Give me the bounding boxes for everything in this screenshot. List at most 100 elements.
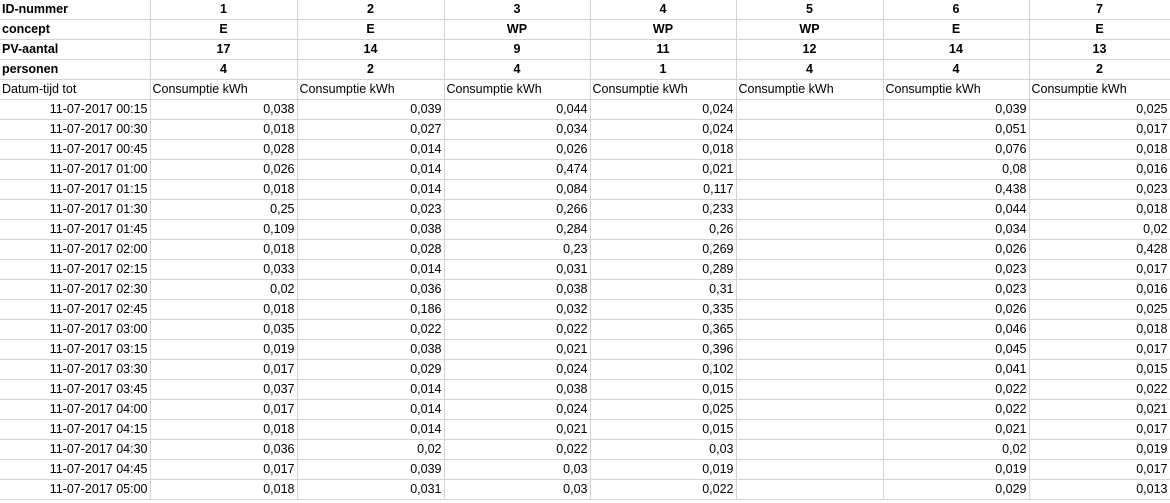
cell-datetime[interactable]: 11-07-2017 03:45 xyxy=(0,379,151,400)
cell-value[interactable]: 0,018 xyxy=(590,139,737,160)
cell-value[interactable]: 0,026 xyxy=(444,139,591,160)
cell-value[interactable]: 0,03 xyxy=(444,479,591,500)
cell-pv[interactable]: 14 xyxy=(297,39,445,60)
cell-value[interactable]: 0,018 xyxy=(150,179,298,200)
cell-value[interactable]: 0,017 xyxy=(1029,259,1170,280)
cell-value[interactable]: 0,038 xyxy=(444,379,591,400)
cell-datetime[interactable]: 11-07-2017 01:15 xyxy=(0,179,151,200)
cell-personen[interactable]: 4 xyxy=(444,59,591,80)
cell-label-personen[interactable]: personen xyxy=(0,59,151,80)
cell-value[interactable]: 0,015 xyxy=(590,419,737,440)
cell-value[interactable]: 0,02 xyxy=(883,439,1030,460)
cell-value[interactable]: 0,028 xyxy=(150,139,298,160)
cell-value[interactable]: 0,014 xyxy=(297,159,445,180)
cell-value[interactable]: 0,046 xyxy=(883,319,1030,340)
cell-value[interactable]: 0,284 xyxy=(444,219,591,240)
cell-value[interactable]: 0,018 xyxy=(1029,319,1170,340)
cell-value[interactable]: 0,014 xyxy=(297,419,445,440)
cell-value[interactable]: 0,186 xyxy=(297,299,445,320)
cell-datetime[interactable]: 11-07-2017 05:00 xyxy=(0,479,151,500)
cell-value[interactable]: 0,031 xyxy=(297,479,445,500)
cell-value[interactable]: 0,015 xyxy=(590,379,737,400)
cell-value[interactable]: 0,438 xyxy=(883,179,1030,200)
cell-value[interactable]: 0,266 xyxy=(444,199,591,220)
cell-id[interactable]: 2 xyxy=(297,0,445,20)
cell-concept[interactable]: WP xyxy=(590,19,737,40)
cell-value[interactable] xyxy=(736,159,884,180)
cell-value[interactable]: 0,25 xyxy=(150,199,298,220)
cell-label-concept[interactable]: concept xyxy=(0,19,151,40)
cell-value[interactable]: 0,021 xyxy=(590,159,737,180)
cell-value[interactable]: 0,039 xyxy=(297,459,445,480)
cell-value[interactable] xyxy=(736,459,884,480)
cell-value[interactable] xyxy=(736,239,884,260)
cell-value[interactable]: 0,02 xyxy=(297,439,445,460)
cell-value[interactable]: 0,032 xyxy=(444,299,591,320)
cell-datetime[interactable]: 11-07-2017 04:30 xyxy=(0,439,151,460)
cell-value[interactable]: 0,051 xyxy=(883,119,1030,140)
cell-value[interactable]: 0,022 xyxy=(444,319,591,340)
cell-value[interactable]: 0,019 xyxy=(883,459,1030,480)
cell-value[interactable] xyxy=(736,259,884,280)
cell-value[interactable] xyxy=(736,139,884,160)
cell-datetime[interactable]: 11-07-2017 02:45 xyxy=(0,299,151,320)
cell-value[interactable]: 0,014 xyxy=(297,379,445,400)
cell-value[interactable]: 0,034 xyxy=(883,219,1030,240)
cell-value[interactable]: 0,036 xyxy=(297,279,445,300)
cell-value[interactable]: 0,035 xyxy=(150,319,298,340)
cell-personen[interactable]: 4 xyxy=(736,59,884,80)
cell-label-id[interactable]: ID-nummer xyxy=(0,0,151,20)
cell-value[interactable]: 0,017 xyxy=(150,399,298,420)
cell-personen[interactable]: 2 xyxy=(297,59,445,80)
cell-value[interactable]: 0,019 xyxy=(1029,439,1170,460)
cell-value[interactable]: 0,014 xyxy=(297,179,445,200)
cell-id[interactable]: 3 xyxy=(444,0,591,20)
cell-value[interactable] xyxy=(736,379,884,400)
cell-value[interactable]: 0,022 xyxy=(297,319,445,340)
cell-value[interactable]: 0,102 xyxy=(590,359,737,380)
cell-value[interactable]: 0,428 xyxy=(1029,239,1170,260)
cell-value[interactable]: 0,017 xyxy=(150,459,298,480)
cell-id[interactable]: 6 xyxy=(883,0,1030,20)
cell-datetime[interactable]: 11-07-2017 04:00 xyxy=(0,399,151,420)
cell-unit[interactable]: Consumptie kWh xyxy=(297,79,445,100)
cell-value[interactable]: 0,038 xyxy=(444,279,591,300)
cell-value[interactable] xyxy=(736,219,884,240)
cell-value[interactable]: 0,365 xyxy=(590,319,737,340)
cell-unit[interactable]: Consumptie kWh xyxy=(590,79,737,100)
cell-value[interactable]: 0,017 xyxy=(150,359,298,380)
cell-concept[interactable]: E xyxy=(150,19,298,40)
cell-value[interactable]: 0,03 xyxy=(590,439,737,460)
cell-value[interactable] xyxy=(736,119,884,140)
cell-value[interactable]: 0,017 xyxy=(1029,339,1170,360)
cell-value[interactable]: 0,474 xyxy=(444,159,591,180)
cell-concept[interactable]: WP xyxy=(444,19,591,40)
cell-value[interactable]: 0,033 xyxy=(150,259,298,280)
cell-value[interactable]: 0,025 xyxy=(1029,99,1170,120)
cell-value[interactable]: 0,026 xyxy=(150,159,298,180)
cell-value[interactable]: 0,289 xyxy=(590,259,737,280)
cell-value[interactable]: 0,023 xyxy=(883,279,1030,300)
cell-pv[interactable]: 9 xyxy=(444,39,591,60)
cell-unit[interactable]: Consumptie kWh xyxy=(883,79,1030,100)
cell-value[interactable]: 0,269 xyxy=(590,239,737,260)
cell-value[interactable]: 0,396 xyxy=(590,339,737,360)
cell-label-pv[interactable]: PV-aantal xyxy=(0,39,151,60)
cell-value[interactable]: 0,014 xyxy=(297,139,445,160)
cell-value[interactable]: 0,022 xyxy=(1029,379,1170,400)
cell-value[interactable]: 0,028 xyxy=(297,239,445,260)
cell-value[interactable]: 0,045 xyxy=(883,339,1030,360)
cell-value[interactable]: 0,23 xyxy=(444,239,591,260)
cell-value[interactable]: 0,02 xyxy=(1029,219,1170,240)
cell-value[interactable]: 0,027 xyxy=(297,119,445,140)
cell-value[interactable]: 0,019 xyxy=(590,459,737,480)
cell-value[interactable]: 0,016 xyxy=(1029,159,1170,180)
cell-value[interactable] xyxy=(736,359,884,380)
cell-value[interactable]: 0,31 xyxy=(590,279,737,300)
cell-value[interactable]: 0,025 xyxy=(590,399,737,420)
cell-value[interactable]: 0,022 xyxy=(883,379,1030,400)
cell-value[interactable] xyxy=(736,439,884,460)
cell-value[interactable]: 0,018 xyxy=(150,419,298,440)
cell-value[interactable] xyxy=(736,399,884,420)
cell-value[interactable]: 0,023 xyxy=(1029,179,1170,200)
